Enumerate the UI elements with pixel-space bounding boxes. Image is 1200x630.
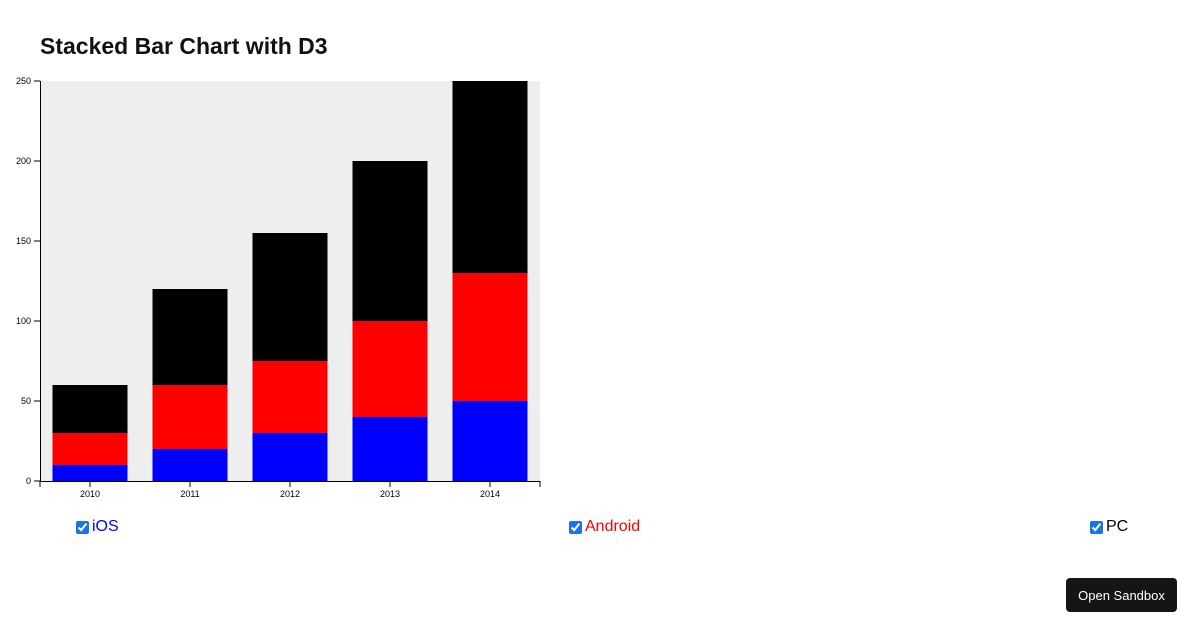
bar-android-2011 [152, 385, 228, 449]
legend-label-android: Android [585, 518, 641, 535]
bar-ios-2013 [352, 417, 428, 481]
bar-android-2013 [352, 321, 428, 417]
x-tick-label: 2013 [380, 489, 400, 499]
legend-toggle-pc[interactable]: PC [1090, 518, 1128, 536]
y-tick-label: 200 [16, 156, 31, 166]
open-sandbox-button[interactable]: Open Sandbox [1066, 578, 1177, 612]
x-tick-label: 2011 [180, 489, 199, 499]
legend-toggle-ios[interactable]: iOS [76, 518, 119, 536]
legend-label-pc: PC [1106, 518, 1129, 535]
bar-ios-2011 [152, 449, 228, 481]
y-tick-label: 250 [16, 76, 31, 86]
bar-ios-2010 [52, 465, 128, 481]
legend-toggle-android[interactable]: Android [569, 518, 640, 536]
stacked-bar-chart: 2010 2011 2012 2013 2014 0 50 100 150 200 250 [16, 76, 541, 499]
bar-ios-2014 [452, 401, 528, 481]
x-tick-label: 2014 [480, 489, 500, 499]
bar-ios-2012 [252, 433, 328, 481]
android-checkbox[interactable] [569, 520, 582, 534]
x-tick-label: 2012 [280, 489, 300, 499]
bar-android-2010 [52, 433, 128, 465]
bar-pc-2011 [152, 289, 228, 385]
ios-checkbox[interactable] [76, 520, 89, 534]
y-tick-label: 50 [21, 396, 31, 406]
bar-pc-2013 [352, 161, 428, 321]
bar-android-2014 [452, 273, 528, 401]
bar-pc-2014 [452, 81, 528, 273]
bar-pc-2012 [252, 233, 328, 361]
y-tick-label: 150 [16, 236, 31, 246]
y-tick-label: 0 [26, 476, 31, 486]
legend-label-ios: iOS [92, 518, 119, 535]
y-tick-label: 100 [16, 316, 31, 326]
bar-pc-2010 [52, 385, 128, 433]
pc-checkbox[interactable] [1090, 520, 1103, 534]
bar-android-2012 [252, 361, 328, 433]
page-title: Stacked Bar Chart with D3 [40, 33, 328, 59]
x-tick-label: 2010 [80, 489, 100, 499]
